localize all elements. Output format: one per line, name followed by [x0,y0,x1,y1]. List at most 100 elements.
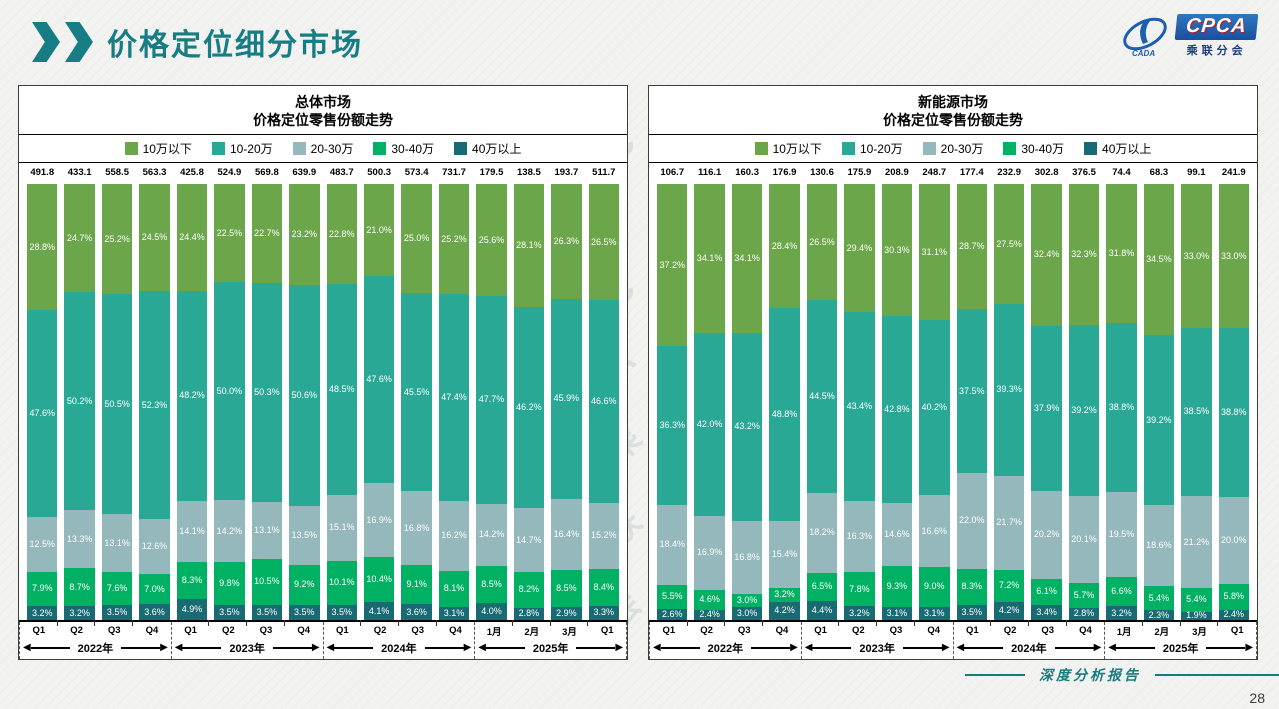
segment-percent-label: 5.7% [1073,589,1095,600]
arrow-left-icon: ◀ [956,642,965,653]
bar-segment-over40: 2.6% [657,608,688,620]
year-row: ◀ 2025年 ▶ [1105,639,1256,657]
bar-segment-under10: 21.0% [363,184,395,276]
bar-total-label: 208.9 [884,167,909,179]
bar-total-label: 106.7 [660,167,685,179]
quarter-tick-label: Q1 [324,620,362,639]
bar-column: 160.3 34.1% 43.2% 16.8% 3.0% 3.0% [731,167,763,621]
segment-percent-label: 9.2% [294,579,315,590]
segment-percent-label: 28.7% [958,241,985,252]
bar-segment-r10_20: 42.0% [694,332,725,516]
segment-percent-label: 4.2% [774,605,795,616]
bar-segment-r30_40: 9.1% [401,564,432,605]
bar-segment-r30_40: 8.3% [956,568,987,605]
segment-percent-label: 52.3% [141,399,168,410]
bar-segment-r20_30: 12.5% [27,517,58,572]
segment-percent-label: 14.2% [478,529,505,540]
bar-segment-r20_30: 13.5% [289,505,320,565]
stacked-bar: 29.4% 43.4% 16.3% 7.8% 3.2% [844,184,875,620]
bar-segment-under10: 24.7% [64,184,95,292]
segment-percent-label: 50.6% [291,390,318,401]
bar-segment-over40: 3.6% [401,604,432,620]
slide-footer: 深度分析报告 [965,665,1279,685]
year-label: 2023年 [229,643,265,655]
chart-title-line2: 价格定位零售份额走势 [883,112,1023,129]
bar-segment-r20_30: 16.6% [919,494,950,568]
legend-item: 40万以上 [454,140,521,157]
stacked-bar: 26.5% 46.6% 15.2% 8.4% 3.3% [588,184,619,620]
bar-segment-r20_30: 13.1% [251,502,283,560]
bar-segment-r10_20: 44.5% [806,299,838,494]
bar-total-label: 524.9 [217,167,242,179]
bar-column: 130.6 26.5% 44.5% 18.2% 6.5% 4.4% [806,167,838,620]
segment-percent-label: 9.3% [886,580,908,591]
stacked-bar: 24.7% 50.2% 13.3% 8.7% 3.2% [64,184,95,620]
segment-percent-label: 20.0% [1221,535,1247,546]
page-title: 价格定位细分市场 [107,29,363,62]
chart-title: 新能源市场 价格定位零售份额走势 [649,86,1257,129]
segment-percent-label: 50.3% [254,387,280,398]
year-group: Q1 Q2 Q3 Q4 ◀ 2024年 ▶ [322,620,475,659]
year-label: 2025年 [1162,643,1199,655]
quarter-tick-label: Q2 [209,620,247,639]
segment-percent-label: 7.2% [998,580,1020,591]
segment-percent-label: 24.4% [179,232,205,243]
quarter-tick-label: Q3 [725,620,763,639]
divider [19,134,627,136]
year-row: ◀ 2023年 ▶ [172,639,323,657]
segment-percent-label: 3.5% [331,606,352,617]
stacked-bar: 32.3% 39.2% 20.1% 5.7% 2.8% [1068,184,1100,620]
legend-swatch-over40 [454,142,468,156]
bar-segment-over40: 3.2% [1106,606,1137,620]
segment-percent-label: 6.6% [1111,586,1132,597]
legend-item: 10-20万 [211,140,273,157]
segment-percent-label: 10.4% [366,574,392,584]
year-arrow-line [660,647,700,649]
segment-percent-label: 2.4% [1223,609,1245,620]
bar-segment-under10: 28.8% [27,184,58,310]
segment-percent-label: 22.0% [958,515,985,526]
bar-total-label: 248.7 [922,167,947,179]
bar-segment-r10_20: 52.3% [139,291,170,519]
segment-percent-label: 26.3% [553,236,580,247]
bar-total-label: 731.7 [442,167,466,179]
segment-percent-label: 7.0% [144,583,165,594]
bar-segment-over40: 2.3% [1143,610,1175,621]
bar-segment-under10: 24.4% [176,184,208,291]
bar-segment-r10_20: 38.8% [1218,328,1249,498]
segment-percent-label: 21.2% [1183,536,1210,547]
quarter-tick-label: 1月 [475,620,513,639]
chart-title-line1: 新能源市场 [918,94,988,110]
bar-segment-r10_20: 45.5% [401,293,432,492]
bar-segment-over40: 4.0% [476,602,507,620]
bar-total-label: 176.9 [772,167,797,179]
bar-segment-over40: 3.4% [1031,605,1062,621]
segment-percent-label: 20.2% [1033,529,1060,540]
quarter-tick-label: Q3 [1029,620,1067,639]
stacked-bar: 26.5% 44.5% 18.2% 6.5% 4.4% [806,184,838,620]
bar-total-label: 99.1 [1187,167,1206,179]
chart-title-line2: 价格定位零售份额走势 [253,112,393,129]
legend-item: 20-30万 [292,140,353,157]
quarter-tick-label: Q4 [297,625,310,636]
bar-segment-r30_40: 8.1% [438,571,470,607]
bar-total-label: 376.5 [1072,167,1096,179]
segment-percent-label: 2.6% [661,608,683,619]
stacked-bar: 28.4% 48.8% 15.4% 3.2% 4.2% [769,184,800,620]
legend-swatch-r20_30 [292,142,306,156]
bar-segment-r30_40: 5.8% [1218,584,1249,610]
bar-total-label: 558.5 [105,167,129,179]
segment-percent-label: 39.2% [1146,414,1172,425]
segment-percent-label: 8.3% [961,581,982,592]
arrow-right-icon: ▶ [941,642,950,653]
bar-total-label: 573.4 [404,167,429,179]
segment-percent-label: 22.7% [254,228,280,239]
bar-segment-r20_30: 18.4% [657,504,688,585]
segment-percent-label: 4.0% [481,605,502,616]
year-arrow-line [485,647,525,649]
bar-segment-over40: 2.8% [513,607,545,620]
segment-percent-label: 8.5% [481,578,502,589]
bar-segment-r20_30: 16.8% [401,491,432,565]
bar-segment-under10: 33.0% [1181,184,1212,329]
bar-segment-over40: 3.2% [844,606,875,620]
